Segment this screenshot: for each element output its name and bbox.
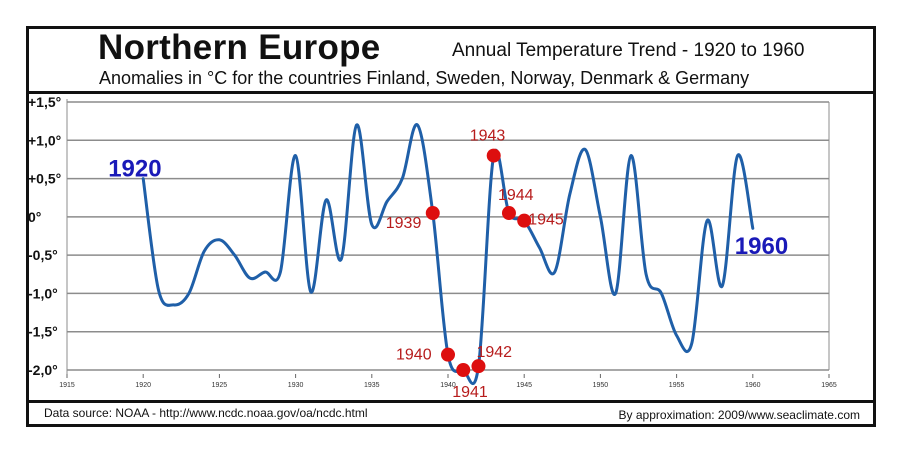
marker-1941 bbox=[456, 363, 471, 377]
y-tick-label: -2,0° bbox=[28, 362, 58, 378]
highlight-markers bbox=[425, 148, 532, 377]
y-tick-label: +1,0° bbox=[28, 132, 61, 148]
x-tick-label: 1955 bbox=[669, 382, 685, 389]
chart-title: Northern Europe bbox=[98, 28, 381, 67]
annotation-1942: 1942 bbox=[476, 344, 512, 361]
marker-1943 bbox=[486, 148, 501, 163]
annotation-1941: 1941 bbox=[452, 384, 488, 401]
footer-divider bbox=[26, 400, 876, 403]
y-tick-label: 0° bbox=[28, 209, 41, 225]
annotation-1944: 1944 bbox=[498, 187, 534, 204]
y-tick-label: -0,5° bbox=[28, 247, 58, 263]
annotation-1945: 1945 bbox=[528, 212, 564, 229]
y-tick-label: -1,0° bbox=[28, 285, 58, 301]
chart-subtitle-right: Annual Temperature Trend - 1920 to 1960 bbox=[452, 40, 805, 61]
x-tick-label: 1935 bbox=[364, 382, 380, 389]
annotation-1943: 1943 bbox=[470, 128, 506, 145]
marker-1942 bbox=[471, 359, 486, 374]
x-tick-label: 1925 bbox=[212, 382, 228, 389]
y-tick-label: +0,5° bbox=[28, 171, 61, 187]
marker-1939 bbox=[425, 206, 440, 221]
x-tick-label: 1930 bbox=[288, 382, 304, 389]
x-tick-label: 1945 bbox=[516, 382, 532, 389]
x-tick-label: 1965 bbox=[821, 382, 837, 389]
start-year-label: 1920 bbox=[108, 156, 161, 183]
grid-lines bbox=[66, 99, 830, 378]
marker-1944 bbox=[501, 206, 516, 221]
y-tick-label: +1,5° bbox=[28, 94, 61, 110]
x-tick-label: 1920 bbox=[135, 382, 151, 389]
marker-1945 bbox=[517, 213, 532, 228]
x-tick-label: 1940 bbox=[440, 382, 456, 389]
y-tick-label: -1,5° bbox=[28, 324, 58, 340]
x-tick-label: 1950 bbox=[593, 382, 609, 389]
y-axis-ticks: +1,5° +1,0° +0,5° 0° -0,5° -1,0° -1,5° -2,0° bbox=[28, 94, 61, 378]
data-source-note: Data source: NOAA - http://www.ncdc.noaa… bbox=[44, 406, 368, 420]
chart-subtitle: Anomalies in °C for the countries Finlan… bbox=[99, 68, 750, 88]
annotation-1940: 1940 bbox=[396, 347, 432, 364]
x-tick-label: 1915 bbox=[59, 382, 75, 389]
x-tick-label: 1960 bbox=[745, 382, 761, 389]
credit-note: By approximation: 2009/www.seaclimate.co… bbox=[618, 408, 860, 422]
header-divider bbox=[26, 91, 876, 94]
annotation-1939: 1939 bbox=[386, 215, 422, 232]
end-year-label: 1960 bbox=[735, 233, 788, 260]
temperature-anomaly-line bbox=[141, 123, 755, 385]
x-axis-ticks: 1915 1920 1925 1930 1935 1940 1945 1950 1955 1960… bbox=[59, 374, 837, 389]
marker-1940 bbox=[441, 347, 455, 362]
